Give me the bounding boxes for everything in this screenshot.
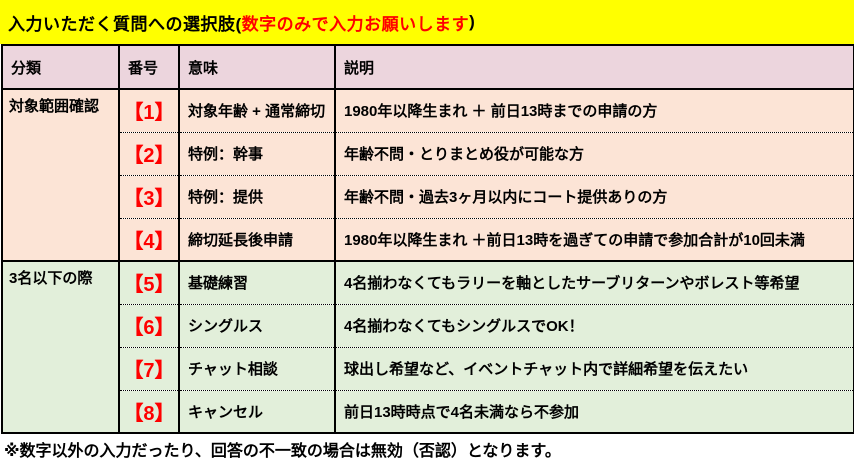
page-title-highlight: 数字のみで入力お願いします [241,14,470,34]
header-description: 説明 [334,45,854,90]
table-row: 【4】 締切延長後申請 1980年以降生まれ ＋前日13時を過ぎての申請で参加合計が… [2,217,854,261]
category-cell: 対象範囲確認 [1,89,119,261]
number-cell: 【2】 [118,131,179,175]
header-category: 分類 [1,45,119,90]
table-row: 【7】 チャット相談 球出し希望など、イベントチャット内で詳細希望を伝えたい [2,346,854,390]
description-cell: 年齢不問・過去3ヶ月以内にコート提供ありの方 [334,174,854,218]
page-title: 入力いただく質問への選択肢(数字のみで入力お願いします) [0,0,854,44]
footer-note: ※数字以外の入力だったり、回答の不一致の場合は無効（否認）となります。 [0,434,854,462]
description-cell: 1980年以降生まれ ＋ 前日13時までの申請の方 [334,89,854,132]
number-cell: 【7】 [118,346,179,390]
number-cell: 【3】 [118,174,179,218]
table-row: 【2】 特例：幹事 年齢不問・とりまとめ役が可能な方 [2,131,854,175]
meaning-cell: 対象年齢 + 通常締切 [178,89,335,132]
meaning-cell: シングルス [178,303,335,347]
table-row: 【8】 キャンセル 前日13時時点で4名未満なら不参加 [2,389,854,433]
meaning-cell: 基礎練習 [178,260,335,304]
meaning-cell: チャット相談 [178,346,335,390]
description-cell: 年齢不問・とりまとめ役が可能な方 [334,131,854,175]
description-cell: 前日13時時点で4名未満なら不参加 [334,389,854,433]
meaning-cell: キャンセル [178,389,335,433]
description-cell: 4名揃わなくてもラリーを軸としたサーブリターンやボレスト等希望 [334,260,854,304]
page-title-suffix: ) [469,12,476,31]
header-number: 番号 [118,45,179,90]
description-cell: 4名揃わなくてもシングルスでOK！ [334,303,854,347]
number-cell: 【6】 [118,303,179,347]
header-row: 分類 番号 意味 説明 [1,45,854,90]
page-title-text: 入力いただく質問への選択肢( [8,14,242,34]
table-row: 対象範囲確認 【1】 対象年齢 + 通常締切 1980年以降生まれ ＋ 前日13時まで… [1,89,854,261]
table-row: 3名以下の際 【5】 基礎練習 4名揃わなくてもラリーを軸としたサーブリターンやボレス… [1,260,854,433]
description-cell: 1980年以降生まれ ＋前日13時を過ぎての申請で参加合計が10回未満 [334,217,854,261]
header-meaning: 意味 [178,45,335,90]
meaning-cell: 締切延長後申請 [178,217,335,261]
number-cell: 【8】 [118,389,179,433]
number-cell: 【1】 [118,89,179,132]
meaning-cell: 特例：提供 [178,174,335,218]
category-cell: 3名以下の際 [1,260,119,433]
number-cell: 【5】 [118,260,179,304]
choices-table: 分類 番号 意味 説明 対象範囲確認 【1】 対象年齢 + 通常締切 1980年以降生… [1,44,854,434]
meaning-cell: 特例：幹事 [178,131,335,175]
description-cell: 球出し希望など、イベントチャット内で詳細希望を伝えたい [334,346,854,390]
number-cell: 【4】 [118,217,179,261]
table-row: 【3】 特例：提供 年齢不問・過去3ヶ月以内にコート提供ありの方 [2,174,854,218]
table-row: 【6】 シングルス 4名揃わなくてもシングルスでOK！ [2,303,854,347]
